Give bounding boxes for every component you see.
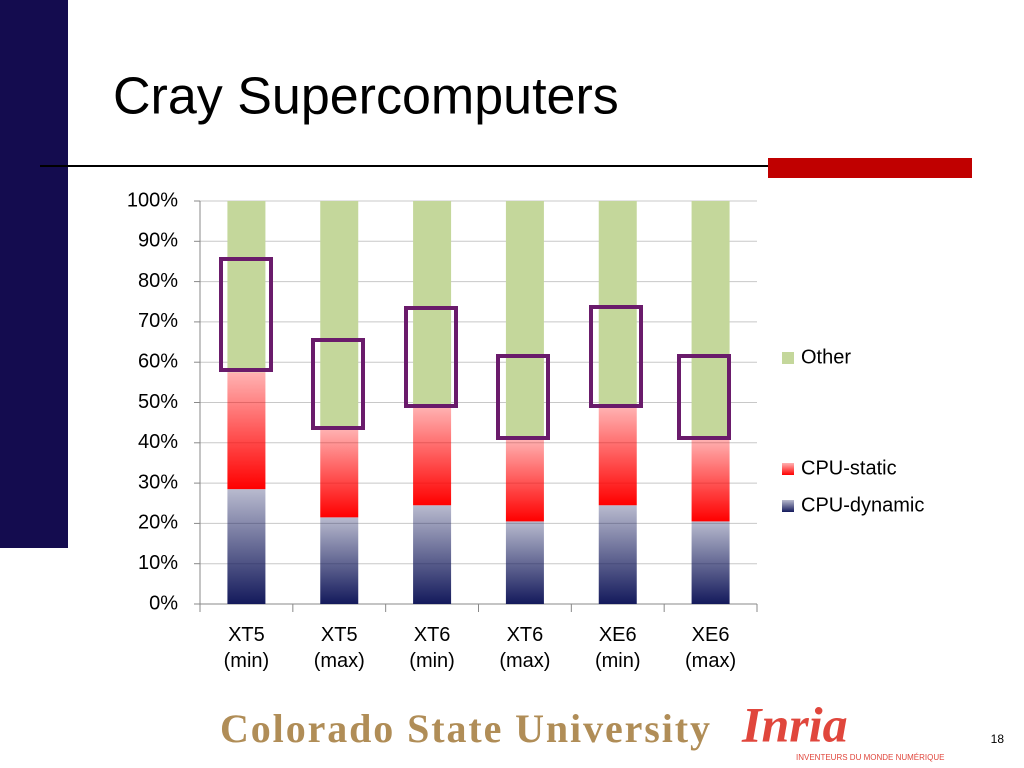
- bar-segment: [227, 201, 266, 373]
- highlight-box: [404, 306, 458, 408]
- bar-segment: [227, 372, 266, 490]
- bar-segment: [413, 406, 452, 506]
- bar-segment: [598, 201, 637, 407]
- legend-label: Other: [801, 346, 851, 368]
- x-tick-label: XT5 (max): [313, 624, 365, 672]
- x-tick-label: XE6 (max): [685, 624, 737, 672]
- highlight-box: [496, 354, 550, 440]
- bar-segment: [598, 505, 637, 604]
- bar-segment: [505, 521, 544, 604]
- legend-label: CPU-static: [801, 457, 897, 479]
- bar-segment: [320, 428, 359, 518]
- bar-segment: [691, 201, 730, 439]
- legend-label: CPU-dynamic: [801, 494, 924, 516]
- legend-swatch: [782, 352, 794, 364]
- bar-segment: [320, 517, 359, 604]
- y-tick-label: 20%: [138, 512, 178, 534]
- side-band: [0, 0, 68, 548]
- bar-segment: [413, 201, 452, 407]
- y-tick-label: 70%: [138, 310, 178, 332]
- bar-segment: [227, 489, 266, 604]
- highlight-box: [589, 305, 643, 408]
- y-tick-label: 50%: [138, 391, 178, 413]
- bar-segment: [413, 505, 452, 604]
- institute-tagline: INVENTEURS DU MONDE NUMÉRIQUE: [796, 753, 944, 762]
- legend-swatch: [782, 500, 794, 512]
- highlight-box: [311, 338, 365, 430]
- highlight-box: [219, 257, 273, 372]
- bar-segment: [691, 438, 730, 522]
- legend-swatch: [782, 463, 794, 475]
- y-tick-label: 90%: [138, 230, 178, 252]
- bar-segment: [505, 438, 544, 522]
- y-tick-label: 30%: [138, 471, 178, 493]
- slide-title: Cray Supercomputers: [113, 68, 619, 126]
- page-number: 18: [991, 732, 1005, 746]
- y-tick-label: 10%: [138, 552, 178, 574]
- bar-segment: [505, 201, 544, 439]
- x-tick-label: XT6 (min): [409, 624, 455, 672]
- accent-bar: [768, 158, 972, 178]
- y-tick-label: 100%: [127, 189, 178, 211]
- y-tick-label: 40%: [138, 431, 178, 453]
- bar-segment: [320, 201, 359, 429]
- x-tick-label: XT6 (max): [499, 624, 551, 672]
- y-tick-label: 60%: [138, 350, 178, 372]
- institute-logo: Inria: [741, 696, 848, 752]
- bar-segment: [691, 521, 730, 604]
- y-tick-label: 80%: [138, 270, 178, 292]
- highlight-box: [677, 354, 731, 440]
- y-tick-label: 0%: [149, 592, 178, 614]
- x-tick-label: XT5 (min): [223, 624, 270, 672]
- bar-segment: [598, 406, 637, 506]
- university-logo: Colorado State University: [220, 706, 710, 751]
- x-tick-label: XE6 (min): [594, 624, 641, 672]
- highlight-boxes: [219, 257, 731, 440]
